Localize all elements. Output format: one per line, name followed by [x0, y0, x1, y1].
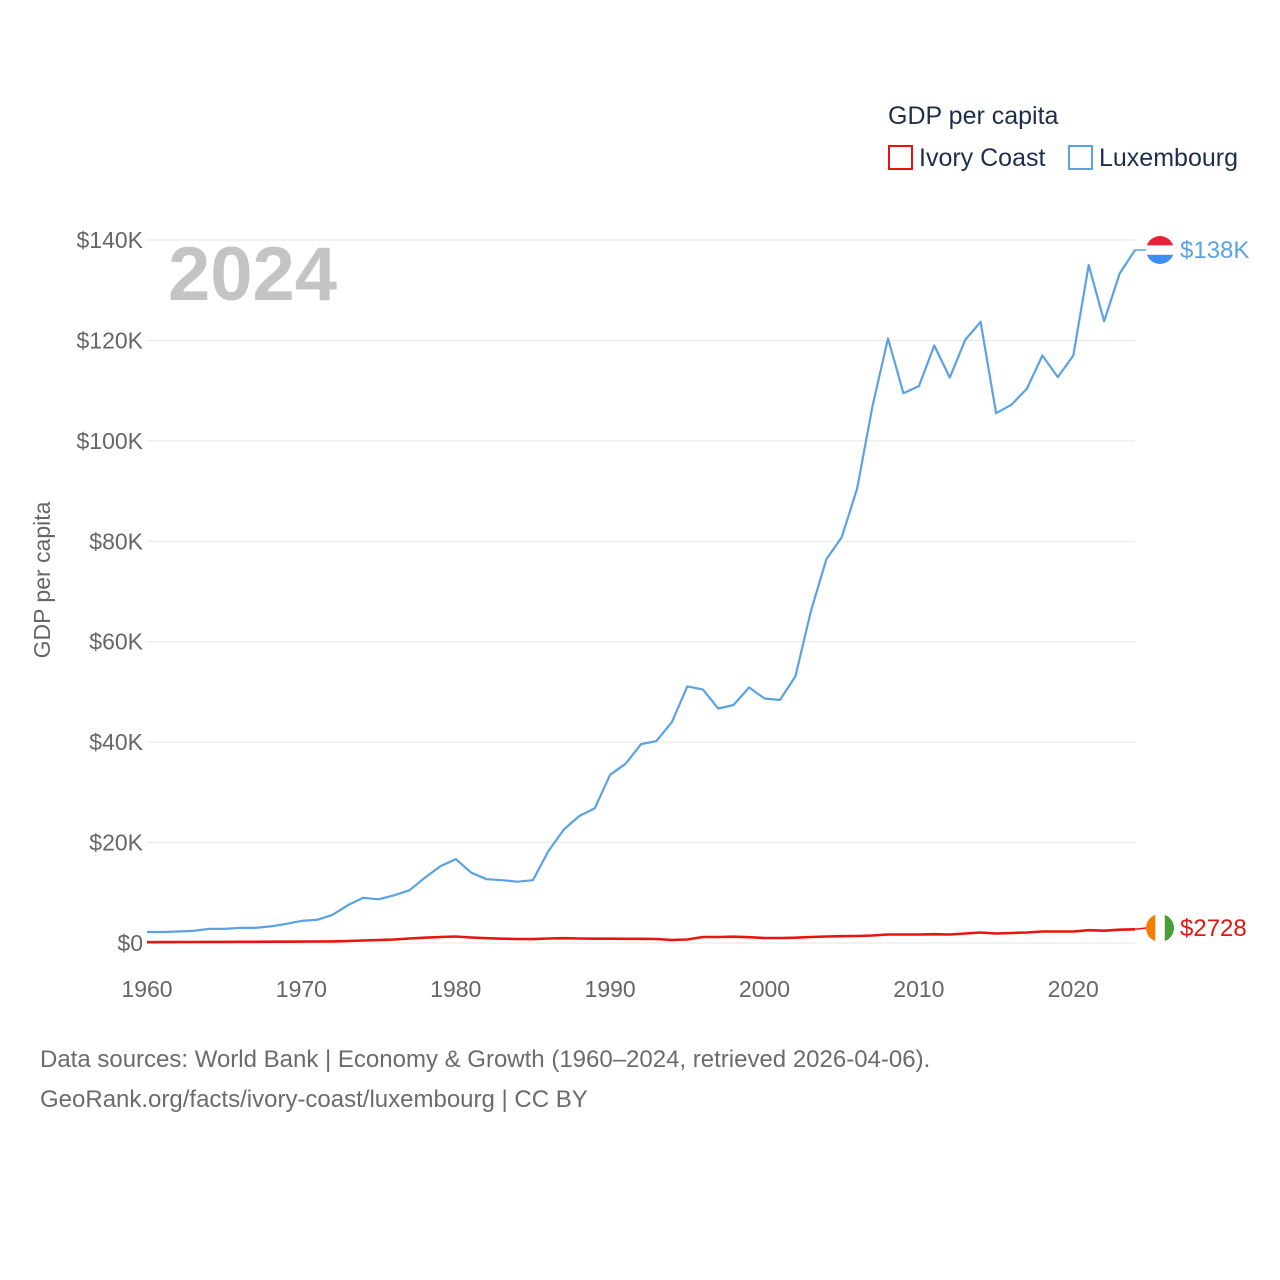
end-label-luxembourg: $138K	[1180, 237, 1249, 264]
x-tick-label: 1960	[121, 976, 172, 1002]
y-axis-label: GDP per capita	[29, 501, 55, 658]
series-line-ivory-coast	[146, 928, 1136, 944]
legend: GDP per capita Ivory Coast Luxembourg	[888, 102, 1238, 172]
legend-item-luxembourg[interactable]: Luxembourg	[1068, 144, 1238, 172]
footer-source: Data sources: World Bank | Economy & Gro…	[40, 1046, 931, 1073]
x-axis-ticks: 1960 1970 1980 1990 2000 2010 2020	[121, 976, 1098, 1002]
y-tick-label: $120K	[76, 327, 143, 353]
y-tick-label: $0	[117, 930, 143, 956]
legend-swatch-ivory-coast	[888, 145, 913, 170]
y-tick-label: $100K	[76, 428, 143, 454]
legend-swatch-luxembourg	[1068, 145, 1093, 170]
grid-lines	[147, 239, 1135, 944]
year-label: 2024	[168, 232, 337, 317]
y-tick-label: $140K	[76, 227, 143, 253]
x-tick-label: 1980	[430, 976, 481, 1002]
legend-title: GDP per capita	[888, 102, 1059, 130]
ivory-coast-flag-icon	[1146, 914, 1174, 942]
y-axis-ticks: $0 $20K $40K $60K $80K $100K $120K $140K	[76, 227, 143, 956]
end-label-ivory-coast: $2728	[1180, 915, 1247, 942]
end-markers: $2728 $138K	[1134, 236, 1249, 942]
legend-label-ivory-coast: Ivory Coast	[919, 144, 1045, 172]
x-tick-label: 1970	[276, 976, 327, 1002]
legend-item-ivory-coast[interactable]: Ivory Coast	[888, 144, 1045, 172]
end-connector-ivory-coast	[1134, 927, 1147, 931]
x-tick-label: 2000	[739, 976, 790, 1002]
y-tick-label: $20K	[89, 830, 143, 856]
x-tick-label: 1990	[585, 976, 636, 1002]
legend-label-luxembourg: Luxembourg	[1099, 144, 1238, 172]
series-line-luxembourg	[147, 249, 1136, 934]
x-tick-label: 2020	[1048, 976, 1099, 1002]
x-tick-label: 2010	[893, 976, 944, 1002]
y-tick-label: $40K	[89, 729, 143, 755]
series-lines	[146, 249, 1136, 944]
y-tick-label: $60K	[89, 629, 143, 655]
y-tick-label: $80K	[89, 528, 143, 554]
footer-link[interactable]: GeoRank.org/facts/ivory-coast/luxembourg…	[40, 1086, 588, 1113]
luxembourg-flag-icon	[1146, 236, 1174, 264]
